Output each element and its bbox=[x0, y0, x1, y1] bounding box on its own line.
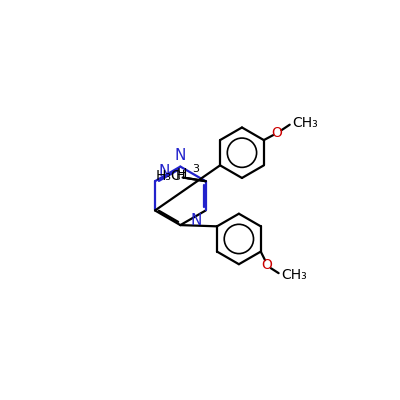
Text: H: H bbox=[176, 168, 185, 182]
Text: H: H bbox=[176, 167, 187, 181]
Text: O: O bbox=[261, 258, 272, 272]
Text: CH₃: CH₃ bbox=[281, 268, 307, 282]
Text: 3: 3 bbox=[192, 164, 199, 174]
Text: CH₃: CH₃ bbox=[292, 116, 318, 130]
Text: N: N bbox=[174, 148, 186, 163]
Text: O: O bbox=[271, 126, 282, 140]
Text: N: N bbox=[158, 164, 170, 179]
Text: N: N bbox=[191, 213, 202, 228]
Text: H₃C: H₃C bbox=[155, 169, 181, 183]
